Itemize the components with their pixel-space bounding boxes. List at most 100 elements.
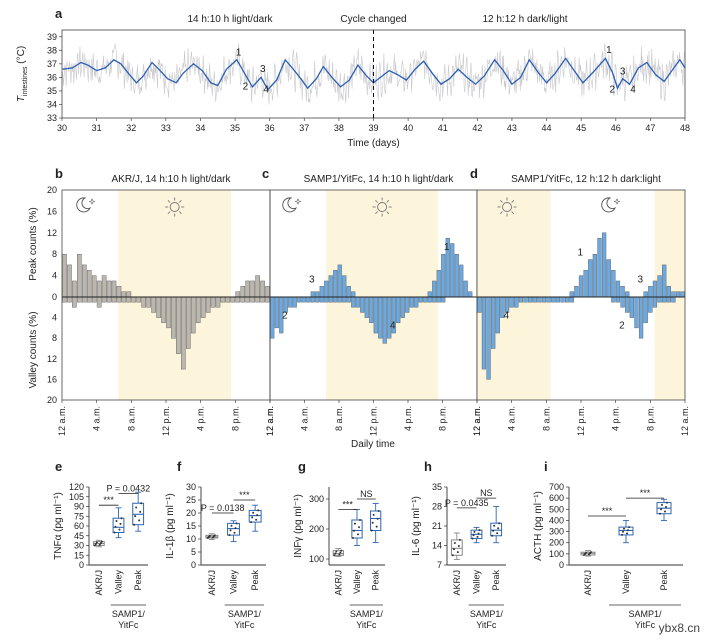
peak-bar bbox=[111, 280, 117, 298]
group-label: SAMP1/ bbox=[470, 609, 504, 619]
valley-bar bbox=[387, 296, 392, 339]
valley-bar bbox=[643, 296, 648, 323]
y-axis-label: Tintestines (°C) bbox=[16, 46, 29, 102]
peak-bar bbox=[620, 286, 625, 298]
valley-bar bbox=[560, 296, 565, 303]
valley-bar bbox=[91, 296, 97, 303]
data-point bbox=[622, 530, 624, 533]
data-point bbox=[456, 551, 459, 554]
valley-bar bbox=[141, 296, 146, 308]
data-point bbox=[251, 516, 254, 519]
valley-bar bbox=[255, 296, 260, 303]
valley-bar bbox=[96, 296, 102, 308]
y-tick-label: 39 bbox=[47, 32, 57, 42]
peak-bar bbox=[310, 291, 315, 298]
time-tick-label: 8 a.m. bbox=[126, 406, 136, 431]
data-point bbox=[235, 522, 238, 525]
data-point bbox=[371, 521, 374, 524]
data-point bbox=[659, 512, 661, 515]
peak-bar bbox=[121, 291, 127, 298]
peak-bar bbox=[578, 275, 584, 298]
data-point bbox=[353, 529, 355, 532]
data-point bbox=[626, 532, 628, 535]
box-body bbox=[490, 522, 503, 537]
data-point bbox=[478, 529, 481, 532]
sun-ray bbox=[511, 211, 515, 215]
data-point bbox=[99, 542, 102, 545]
data-point bbox=[95, 541, 98, 544]
peak-bar bbox=[468, 291, 473, 298]
valley-bar bbox=[423, 296, 428, 303]
valley-bar bbox=[432, 296, 437, 303]
valley-bar bbox=[319, 296, 324, 303]
y-tick-label: 300 bbox=[309, 494, 324, 504]
y-axis-label: INFγ (pg ml⁻¹) bbox=[293, 494, 304, 558]
valley-bar bbox=[638, 296, 644, 339]
data-point bbox=[208, 534, 211, 537]
stat-label: *** bbox=[239, 490, 250, 500]
data-point bbox=[376, 517, 379, 520]
valley-bar bbox=[378, 296, 383, 339]
sun-disc bbox=[377, 202, 388, 212]
y-tick-label: 21 bbox=[432, 521, 442, 531]
y-tick-label: 30 bbox=[186, 482, 196, 492]
data-point bbox=[359, 519, 361, 521]
y-tick-label: 100 bbox=[549, 549, 564, 559]
peak-bar bbox=[62, 253, 67, 298]
peak-bar bbox=[101, 275, 107, 298]
peak-bar bbox=[96, 280, 102, 298]
valley-bar bbox=[245, 296, 250, 303]
valley-bar bbox=[518, 296, 524, 303]
group-label: YitFc bbox=[635, 620, 656, 630]
data-point bbox=[140, 502, 143, 505]
peak-bar bbox=[680, 291, 685, 298]
valley-bar bbox=[648, 296, 653, 313]
data-point bbox=[451, 554, 454, 557]
valley-bar bbox=[260, 296, 265, 303]
stat-label: *** bbox=[640, 488, 651, 498]
peak-valley-marker: 4 bbox=[630, 84, 636, 95]
moon-shape bbox=[76, 197, 92, 213]
y-tick-label: 36 bbox=[47, 72, 57, 82]
valley-bar bbox=[111, 296, 117, 303]
valley-bar bbox=[405, 296, 410, 313]
valley-bar bbox=[250, 296, 255, 303]
data-point bbox=[370, 529, 373, 532]
valley-bar bbox=[166, 296, 171, 329]
data-point bbox=[491, 534, 494, 537]
valley-y-tick-label: 8 bbox=[52, 333, 57, 343]
daily-time-label: Daily time bbox=[351, 439, 395, 450]
valley-bar bbox=[491, 296, 496, 349]
category-label: AKR/J bbox=[583, 570, 593, 596]
peak-bar bbox=[675, 291, 681, 298]
valley-bar bbox=[657, 296, 662, 303]
peak-bar bbox=[260, 280, 265, 298]
data-point bbox=[458, 538, 461, 541]
time-tick-label: 4 p.m. bbox=[196, 406, 206, 431]
valley-bar bbox=[360, 296, 365, 313]
valley-bar bbox=[176, 296, 181, 354]
data-point bbox=[94, 542, 97, 545]
x-tick-label: 38 bbox=[334, 123, 344, 133]
box-body bbox=[618, 526, 634, 536]
category-label: Valley bbox=[114, 570, 124, 594]
sun-icon bbox=[165, 197, 185, 217]
time-tick-label: 4 a.m. bbox=[507, 406, 517, 431]
peak-y-tick-label: 8 bbox=[52, 249, 57, 259]
data-point bbox=[333, 554, 336, 557]
time-tick-label: 4 p.m. bbox=[403, 406, 413, 431]
category-label: AKR/J bbox=[207, 570, 217, 596]
star-shape bbox=[294, 198, 302, 205]
valley-bar bbox=[210, 296, 216, 308]
x-tick-label: 41 bbox=[438, 123, 448, 133]
valley-y-tick-label: 16 bbox=[47, 374, 57, 384]
sun-ray bbox=[375, 211, 378, 215]
peak-bar bbox=[606, 259, 611, 298]
valley-bar bbox=[72, 296, 77, 308]
box-body bbox=[450, 539, 463, 556]
peak-valley-marker: 2 bbox=[243, 82, 249, 93]
panel-letter-a: a bbox=[55, 6, 63, 21]
data-point bbox=[472, 534, 475, 537]
y-tick-label: 25 bbox=[186, 495, 196, 505]
stat-label: NS bbox=[480, 488, 493, 498]
